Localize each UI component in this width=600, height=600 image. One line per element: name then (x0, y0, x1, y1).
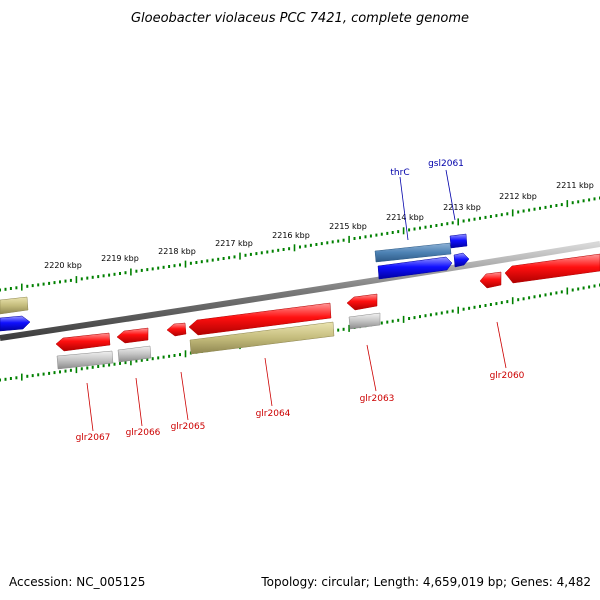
forward-strand-features (0, 233, 470, 332)
leader-glr2066 (135, 377, 143, 427)
scale-label-2215: 2215 kbp (329, 222, 367, 231)
gene-label-glr2067[interactable]: glr2067 (76, 433, 111, 443)
scale-label-2216: 2216 kbp (272, 231, 310, 240)
accession-text: Accession: NC_005125 (9, 575, 145, 589)
gene-arrow-glr2065[interactable] (166, 322, 187, 337)
leader-gsl2061 (445, 169, 456, 221)
map-title: Gloeobacter violaceus PCC 7421, complete… (131, 11, 469, 26)
trna-feature-thrC-region[interactable] (374, 242, 452, 263)
gene-arrow-left-edge[interactable] (0, 315, 31, 332)
gene-label-glr2060[interactable]: glr2060 (490, 371, 525, 381)
leader-glr2060 (496, 321, 507, 369)
gene-arrow-thrC[interactable] (377, 256, 453, 280)
leader-glr2064 (264, 357, 273, 407)
gene-arrow-glr2060[interactable] (504, 253, 600, 284)
scale-label-2220: 2220 kbp (44, 261, 82, 270)
scale-label-2217: 2217 kbp (215, 239, 253, 248)
scale-label-2219: 2219 kbp (101, 254, 139, 263)
leader-glr2063 (366, 344, 377, 392)
scale-label-2211: 2211 kbp (556, 181, 594, 190)
leader-glr2065 (180, 371, 189, 421)
label-leaders (86, 169, 507, 432)
gene-label-glr2063[interactable]: glr2063 (360, 394, 395, 404)
gray-feature-glr2067[interactable] (56, 350, 114, 370)
rna-feature-left-edge[interactable] (0, 296, 29, 315)
gene-arrow-gsl2061[interactable] (453, 252, 470, 268)
leader-glr2067 (86, 382, 94, 432)
gray-feature-glr2066[interactable] (117, 345, 152, 363)
scale-ticks-upper (0, 196, 600, 292)
genome-backbone (0, 241, 600, 341)
scale-label-2213: 2213 kbp (443, 203, 481, 212)
gene-labels: thrC gsl2061 glr2060 glr2063 glr2064 glr… (76, 159, 525, 443)
leader-thrC (399, 176, 409, 241)
topology-text: Topology: circular; Length: 4,659,019 bp… (260, 575, 591, 589)
gene-label-glr2066[interactable]: glr2066 (126, 428, 161, 438)
reverse-strand-features (55, 253, 600, 370)
gene-label-gsl2061[interactable]: gsl2061 (428, 159, 464, 169)
gray-feature-glr2063[interactable] (348, 312, 381, 330)
gene-arrow-glr2060-a[interactable] (479, 271, 502, 289)
gene-arrow-glr2064[interactable] (188, 302, 332, 336)
gene-arrow-glr2063[interactable] (346, 293, 378, 311)
gene-arrow-glr2067[interactable] (55, 332, 111, 352)
rna-feature-glr2064[interactable] (189, 321, 335, 355)
gene-label-glr2064[interactable]: glr2064 (256, 409, 291, 419)
gene-label-thrC[interactable]: thrC (390, 168, 409, 178)
gene-label-glr2065[interactable]: glr2065 (171, 422, 206, 432)
gene-arrow-glr2066[interactable] (116, 327, 149, 344)
scale-label-2218: 2218 kbp (158, 247, 196, 256)
gene-block-gsl2061[interactable] (449, 233, 468, 249)
scale-label-2212: 2212 kbp (499, 192, 537, 201)
